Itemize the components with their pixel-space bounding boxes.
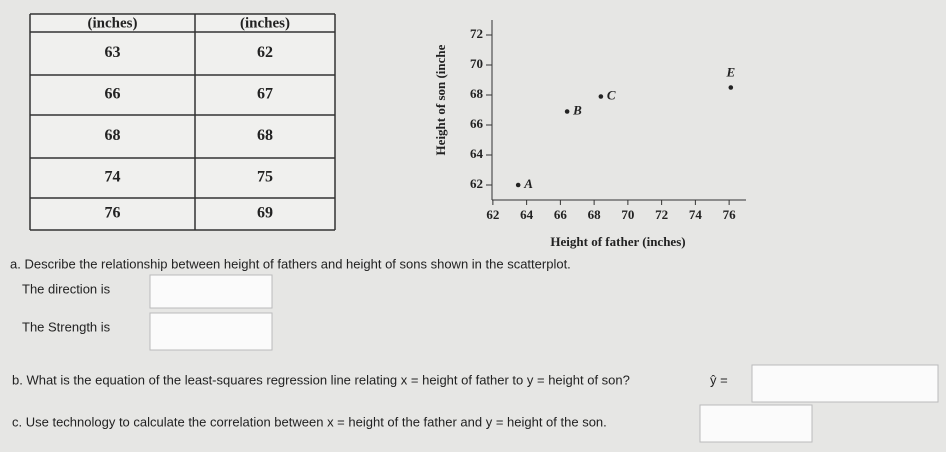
question-a: a. Describe the relationship between hei… xyxy=(10,256,571,271)
table-cell: 75 xyxy=(257,169,273,186)
point xyxy=(564,109,570,114)
y-tick-label: 62 xyxy=(470,176,483,191)
yhat-label: ŷ = xyxy=(710,372,728,387)
y-tick-label: 72 xyxy=(470,26,483,41)
x-tick-label: 72 xyxy=(655,207,668,222)
x-axis-label: Height of father (inches) xyxy=(550,234,685,249)
direction-input[interactable] xyxy=(149,274,273,309)
strength-label: The Strength is xyxy=(22,319,111,334)
table-cell: 74 xyxy=(105,169,121,186)
question-b: b. What is the equation of the least-squ… xyxy=(12,372,630,387)
point xyxy=(515,182,521,188)
x-tick-label: 64 xyxy=(520,207,534,222)
table: (inches) (inches) 63 62 66 67 68 68 74 75 76 69 xyxy=(29,13,336,231)
table-cell: 68 xyxy=(105,127,121,144)
y-tick-label: 66 xyxy=(470,116,484,131)
table-cell: 66 xyxy=(105,86,121,103)
y-axis-label: Height of son (inche xyxy=(433,44,448,155)
point-label: B xyxy=(572,102,582,117)
question-c: c. Use technology to calculate the corre… xyxy=(12,414,607,429)
point xyxy=(598,94,604,99)
x-tick-label: 76 xyxy=(723,207,737,222)
table-cell: 69 xyxy=(257,205,273,222)
table-cell: 76 xyxy=(105,205,121,222)
x-tick-label: 62 xyxy=(486,207,499,222)
table-cell: 67 xyxy=(257,86,273,103)
x-tick-label: 70 xyxy=(621,207,634,222)
x-tick-label: 68 xyxy=(588,207,602,222)
scatterplot: 62 64 66 68 70 72 62 64 66 68 70 72 74 76 Height of fa… xyxy=(433,20,746,249)
table-header: (inches) xyxy=(240,15,290,31)
correlation-input[interactable] xyxy=(699,404,813,443)
point xyxy=(728,85,734,90)
point-label: A xyxy=(523,176,533,191)
table-bg xyxy=(30,14,335,230)
point-label: E xyxy=(725,64,735,79)
point-label: C xyxy=(607,87,616,102)
table-cell: 63 xyxy=(105,44,121,61)
y-tick-label: 64 xyxy=(470,146,484,161)
strength-input[interactable] xyxy=(149,312,273,351)
x-tick-label: 66 xyxy=(554,207,568,222)
table-cell: 62 xyxy=(257,44,273,61)
equation-input[interactable] xyxy=(751,364,939,403)
table-header: (inches) xyxy=(88,15,138,31)
y-tick-label: 68 xyxy=(470,86,484,101)
table-cell: 68 xyxy=(257,127,273,144)
x-tick-label: 74 xyxy=(689,207,703,222)
y-tick-label: 70 xyxy=(470,56,483,71)
direction-label: The direction is xyxy=(22,281,111,296)
